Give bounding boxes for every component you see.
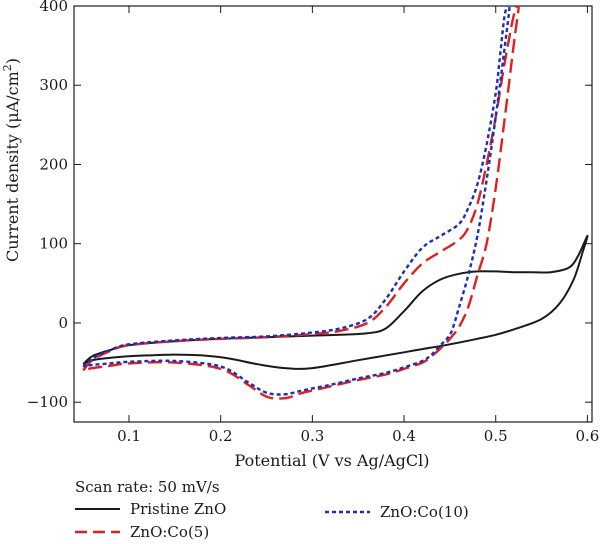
y-tick-label: 300 (39, 76, 68, 94)
x-tick-label: 0.3 (300, 427, 324, 445)
legend-item-pristine-zno: Pristine ZnO (75, 500, 226, 518)
y-tick-label: 0 (58, 314, 68, 332)
cyclic-voltammetry-chart: 0.1 0.2 0.3 0.4 0.5 0.6 −100 0 100 200 300 400 Pot… (1, 0, 599, 470)
series-layer (82, 6, 589, 400)
y-axis-label: Current density (μA/cm2) (1, 58, 22, 262)
y-tick-label: −100 (27, 393, 68, 411)
x-tick-label: 0.6 (575, 427, 599, 445)
x-tick-label: 0.1 (117, 427, 141, 445)
y-axis-ticks: −100 0 100 200 300 400 (27, 0, 592, 411)
x-tick-label: 0.2 (209, 427, 233, 445)
x-axis-ticks: 0.1 0.2 0.3 0.4 0.5 0.6 (117, 6, 599, 445)
y-axis-label-superscript: 2 (1, 64, 14, 71)
y-axis-label-close: ) (3, 58, 22, 64)
x-tick-label: 0.4 (392, 427, 416, 445)
legend: Scan rate: 50 mV/s Pristine ZnO ZnO:Co(5… (0, 470, 600, 544)
legend-item-zno-co5: ZnO:Co(5) (75, 523, 209, 541)
y-tick-label: 100 (39, 235, 68, 253)
legend-title: Scan rate: 50 mV/s (75, 478, 220, 496)
legend-label: ZnO:Co(10) (380, 503, 469, 521)
plot-area (73, 5, 593, 423)
legend-swatch-long-dash (75, 530, 120, 534)
legend-swatch-short-dash (325, 510, 370, 514)
x-tick-label: 0.5 (484, 427, 508, 445)
plot-frame (73, 5, 593, 423)
y-tick-label: 200 (39, 155, 68, 173)
legend-label: ZnO:Co(5) (130, 523, 210, 541)
series-line-1 (82, 234, 589, 370)
legend-label: Pristine ZnO (130, 500, 227, 518)
series-line-2 (82, 6, 520, 400)
legend-item-zno-co10: ZnO:Co(10) (325, 503, 469, 521)
x-axis-label: Potential (V vs Ag/AgCl) (234, 451, 429, 470)
y-axis-label-main: Current density (μA/cm (3, 71, 22, 262)
y-tick-label: 400 (39, 0, 68, 15)
series-line-3 (82, 6, 511, 396)
legend-swatch-solid (75, 508, 120, 510)
